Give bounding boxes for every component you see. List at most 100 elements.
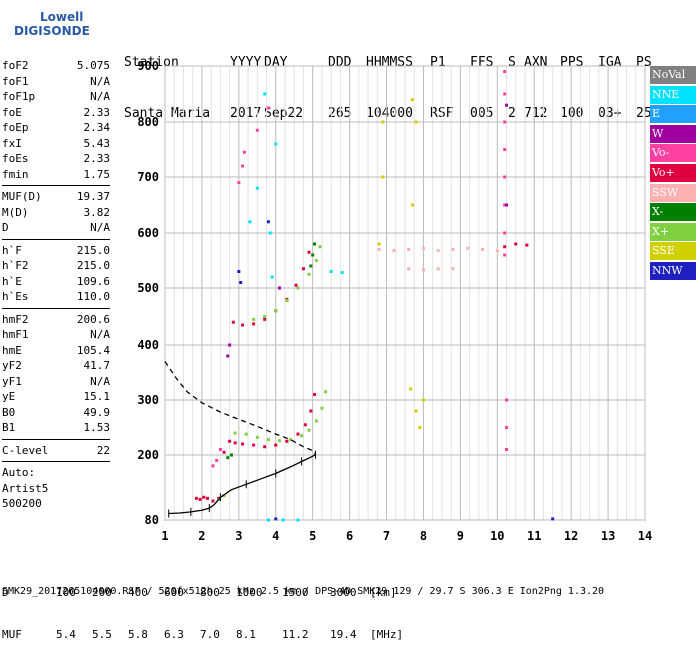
data-point-x- bbox=[314, 259, 318, 262]
autoscaler-line3: 500200 bbox=[2, 497, 42, 510]
data-point-vo- bbox=[285, 439, 289, 443]
data-point-x- bbox=[252, 317, 256, 321]
header-value-0: Santa Maria bbox=[124, 106, 211, 121]
legend-item-nnw: NNW bbox=[650, 261, 696, 280]
param-name: foEp bbox=[2, 121, 29, 134]
param-name: yF2 bbox=[2, 359, 22, 372]
electron-density-profile bbox=[168, 454, 316, 515]
param-value: N/A bbox=[90, 328, 110, 341]
extrapolated-topside bbox=[164, 361, 317, 456]
y-tick-label: 900 bbox=[137, 59, 159, 73]
mrow-cell: [MHz] bbox=[370, 628, 404, 641]
data-point-vo- bbox=[503, 92, 507, 96]
data-point-ssw bbox=[451, 248, 455, 251]
data-point-vo- bbox=[503, 70, 507, 74]
autoscaler-line2: Artist5 bbox=[2, 481, 49, 495]
data-point-vo- bbox=[294, 283, 298, 287]
y-tick-label: 700 bbox=[137, 170, 159, 184]
param-name: MUF(D) bbox=[2, 190, 42, 203]
param-value: N/A bbox=[90, 74, 110, 88]
param-value: 105.4 bbox=[76, 343, 110, 357]
param-name: foEs bbox=[2, 152, 29, 165]
data-point-vo- bbox=[503, 120, 507, 124]
drow-cell: [km] bbox=[370, 586, 397, 599]
data-point-sse bbox=[414, 409, 418, 413]
param-value: 2.33 bbox=[83, 105, 111, 119]
param-name: foF1 bbox=[2, 74, 29, 88]
data-point-ssw bbox=[421, 268, 425, 272]
param-value: 200.6 bbox=[76, 312, 110, 326]
drow-cell: 800 bbox=[200, 586, 220, 599]
drow-cell: 3000 bbox=[330, 586, 357, 599]
data-point-w bbox=[226, 354, 230, 358]
param-row: yF1 N/A bbox=[2, 374, 110, 390]
param-name: h`E bbox=[2, 274, 22, 288]
data-point-sse bbox=[421, 398, 425, 402]
data-point-ssw bbox=[436, 267, 440, 271]
header-values: Santa Maria 2017 Sep22 265 104000 RSF 005 2 712 1… bbox=[124, 105, 666, 122]
param-name: hmF1 bbox=[2, 328, 29, 341]
param-separator bbox=[2, 307, 110, 309]
param-separator bbox=[2, 185, 110, 186]
data-point-x- bbox=[266, 438, 270, 442]
param-value: 215.0 bbox=[76, 259, 110, 272]
param-row: h`Es 110.0 bbox=[2, 289, 110, 305]
polarization-legend: NoVal NNE E W Vo- Vo+ SSW X- X+ SSE NNW bbox=[650, 66, 696, 282]
drow-cell: 600 bbox=[164, 586, 184, 599]
data-point-ssw bbox=[407, 248, 411, 251]
data-point-vo- bbox=[202, 495, 206, 499]
param-row: hmF2 200.6 bbox=[2, 312, 110, 328]
mrow-cell: MUF bbox=[2, 628, 22, 641]
header-value-2: Sep22 bbox=[264, 106, 304, 121]
param-name: h`F2 bbox=[2, 259, 29, 272]
param-name: foF2 bbox=[2, 59, 29, 72]
x-tick-label: 4 bbox=[272, 529, 279, 543]
data-point-vo- bbox=[503, 253, 507, 257]
x-tick-label: 11 bbox=[527, 529, 541, 543]
legend-item-x-: X- bbox=[650, 203, 696, 222]
legend-item-noval: NoVal bbox=[650, 66, 696, 84]
mrow-cell: 7.0 bbox=[200, 628, 220, 641]
data-point-vo- bbox=[194, 496, 198, 500]
param-name: B0 bbox=[2, 405, 16, 419]
autoscaler-line1: Auto: bbox=[2, 466, 36, 479]
legend-item-e: E bbox=[650, 105, 696, 124]
param-row: h`F 215.0 bbox=[2, 243, 110, 259]
x-tick-label: 14 bbox=[638, 529, 652, 543]
x-tick-label: 2 bbox=[198, 529, 205, 543]
data-point-vo- bbox=[231, 320, 235, 324]
data-point-x- bbox=[289, 438, 293, 442]
param-row: M(D) 3.82 bbox=[2, 205, 110, 221]
data-point-ssw bbox=[481, 248, 485, 251]
param-separator bbox=[2, 438, 110, 440]
param-name: h`F bbox=[2, 243, 22, 257]
data-point-vo- bbox=[252, 322, 256, 326]
logo-line1: Lowell bbox=[40, 10, 84, 24]
legend-item-vo-: Vo- bbox=[650, 144, 696, 163]
y-tick-label: 300 bbox=[137, 393, 159, 407]
data-point-ssw bbox=[451, 267, 455, 271]
param-row: hmE 105.4 bbox=[2, 343, 110, 359]
drow-cell: 200 bbox=[92, 586, 112, 599]
param-value: 2.33 bbox=[83, 152, 111, 165]
param-value: 19.37 bbox=[76, 190, 110, 203]
data-point-vo- bbox=[303, 423, 307, 427]
data-point-vo- bbox=[266, 106, 270, 110]
data-point-x- bbox=[296, 286, 300, 290]
data-point-nnw bbox=[274, 517, 278, 521]
data-point-x- bbox=[274, 309, 278, 313]
legend-item-w: W bbox=[650, 124, 696, 143]
param-value: 2.34 bbox=[83, 121, 111, 134]
param-value: 1.75 bbox=[83, 167, 111, 181]
data-point-vo- bbox=[309, 409, 313, 413]
data-point-nne bbox=[329, 270, 333, 273]
data-point-vo- bbox=[241, 164, 245, 168]
data-point-sse bbox=[414, 120, 418, 124]
y-tick-label: 400 bbox=[137, 338, 159, 352]
data-point-x- bbox=[307, 428, 311, 432]
x-tick-label: 6 bbox=[346, 529, 353, 543]
param-name: yE bbox=[2, 390, 16, 403]
data-point-x- bbox=[233, 431, 237, 435]
data-point-vo- bbox=[503, 203, 507, 207]
data-point-nne bbox=[263, 92, 267, 96]
